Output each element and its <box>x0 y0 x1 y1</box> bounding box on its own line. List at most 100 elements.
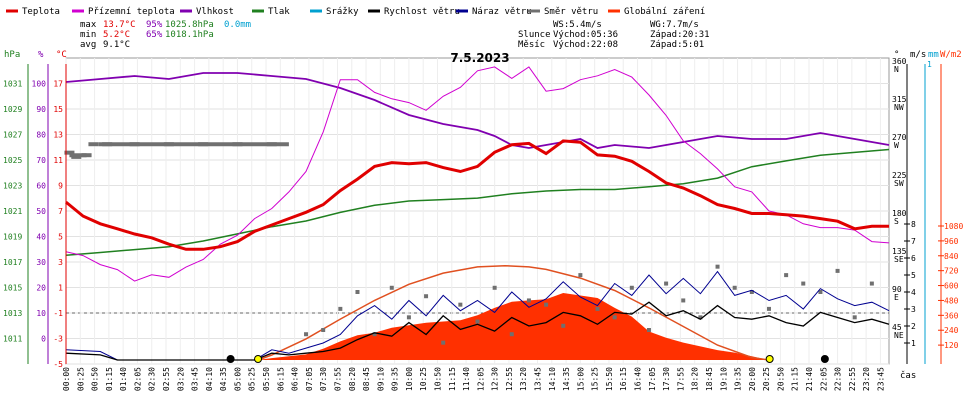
x-tick-label: 10:25 <box>419 367 428 391</box>
stats-ws: WS:5.4m/s <box>553 20 602 30</box>
stats-temp-max: 13.7°C <box>103 20 136 30</box>
ms-tick-label: 6 <box>911 254 916 263</box>
hpa-tick-label: 1029 <box>3 105 22 114</box>
wm2-tick-label: 960 <box>944 237 959 246</box>
x-tick-label: 20:50 <box>776 367 785 391</box>
x-tick-label: 22:30 <box>834 367 843 391</box>
wm2-tick-label: 480 <box>944 296 959 305</box>
pct-tick-label: 20 <box>36 284 46 293</box>
moon-rise-marker <box>820 355 829 363</box>
sunset-marker <box>765 355 774 363</box>
x-tick-label: 09:10 <box>376 367 385 391</box>
x-tick-label: 21:40 <box>805 367 814 391</box>
wind-direction-point <box>424 294 429 299</box>
x-tick-label: 10:00 <box>405 367 414 391</box>
x-tick-label: 20:25 <box>762 367 771 391</box>
wm2-tick-label: 720 <box>944 267 959 276</box>
x-tick-label: 08:45 <box>362 367 371 391</box>
x-tick-label: 00:25 <box>76 367 85 391</box>
x-tick-label: 05:00 <box>233 367 242 391</box>
dir-tick-label: W <box>894 141 899 150</box>
x-tick-label: 06:15 <box>276 367 285 391</box>
x-tick-label: 19:10 <box>719 367 728 391</box>
x-tick-label: 03:45 <box>191 367 200 391</box>
stats-block: max 13.7°C 95% 1025.8hPa 0.0mm min 5.2°C… <box>80 20 710 50</box>
deg-tick-label: 135 <box>892 247 907 256</box>
x-tick-label: 12:30 <box>491 367 500 391</box>
pct-tick-label: 70 <box>36 156 46 165</box>
stats-min-label: min <box>80 30 96 40</box>
legend-label-1: Přízemní teplota <box>88 7 175 17</box>
x-tick-label: 23:45 <box>876 367 885 391</box>
c-tick-label: 17 <box>53 80 63 89</box>
mm-tick-label: 1 <box>927 60 932 69</box>
ms-tick-label: 5 <box>911 271 916 280</box>
x-tick-label: 18:45 <box>705 367 714 391</box>
hpa-tick-label: 1019 <box>3 233 22 242</box>
x-tick-label: 02:55 <box>162 367 171 391</box>
x-tick-label: 22:05 <box>819 367 828 391</box>
temperature-line <box>65 139 889 251</box>
x-tick-label: 22:55 <box>848 367 857 391</box>
deg-tick-label: 180 <box>892 209 907 218</box>
x-tick-label: 10:50 <box>433 367 442 391</box>
stats-wg: WG:7.7m/s <box>650 20 699 30</box>
legend-label-8: Globální záření <box>624 7 705 17</box>
axis-title-wm2: W/m2 <box>940 50 962 60</box>
legend-label-0: Teplota <box>22 7 60 17</box>
hpa-tick-label: 1025 <box>3 156 22 165</box>
stats-hum-min: 65% <box>146 30 163 40</box>
wind-direction-points <box>64 142 874 345</box>
hpa-tick-label: 1031 <box>3 80 22 89</box>
deg-tick-label: 360 <box>892 57 907 66</box>
wind-direction-point <box>715 264 720 269</box>
dir-tick-label: NE <box>894 331 904 340</box>
deg-tick-label: 45 <box>892 323 902 332</box>
wind-direction-point <box>629 285 634 290</box>
c-tick-label: 1 <box>58 284 63 293</box>
x-tick-label: 12:05 <box>476 367 485 391</box>
x-tick-label: 07:30 <box>319 367 328 391</box>
legend-label-3: Tlak <box>268 7 290 17</box>
x-tick-label: 06:40 <box>291 367 300 391</box>
stats-press-min: 1018.1hPa <box>165 30 214 40</box>
x-tick-label: 07:05 <box>305 367 314 391</box>
x-tick-label: 02:05 <box>133 367 142 391</box>
wind-direction-point <box>698 315 703 320</box>
x-tick-label: 16:15 <box>619 367 628 391</box>
x-tick-label: 15:00 <box>576 367 585 391</box>
wm2-tick-label: 840 <box>944 252 959 261</box>
legend-label-5: Rychlost větru <box>384 7 460 17</box>
dir-tick-label: N <box>894 65 899 74</box>
wind-direction-point <box>561 323 566 328</box>
wind-direction-point <box>88 142 99 147</box>
x-tick-label: 17:05 <box>648 367 657 391</box>
wind-direction-point <box>852 315 857 320</box>
x-tick-label: 17:30 <box>662 367 671 391</box>
dir-tick-label: E <box>894 293 899 302</box>
wind-direction-point <box>338 306 343 311</box>
legend-label-7: Směr větru <box>544 7 598 17</box>
stats-moon-label: Měsíc <box>518 40 545 50</box>
axis-title-mm: mm <box>928 50 939 60</box>
sunrise-marker <box>254 355 263 363</box>
pct-tick-label: 40 <box>36 233 46 242</box>
ms-tick-label: 1 <box>911 339 916 348</box>
pct-tick-label: 60 <box>36 182 46 191</box>
x-tick-label: 05:25 <box>248 367 257 391</box>
x-tick-label: 14:10 <box>548 367 557 391</box>
x-tick-label: 20:00 <box>748 367 757 391</box>
stats-rain: 0.0mm <box>224 20 251 30</box>
stats-sun-set: Západ:20:31 <box>650 30 710 40</box>
legend-label-6: Náraz větru <box>472 7 532 17</box>
ms-tick-label: 7 <box>911 237 916 246</box>
stats-temp-avg: 9.1°C <box>103 40 130 50</box>
wind-direction-point <box>681 298 686 303</box>
deg-tick-label: 315 <box>892 95 907 104</box>
c-tick-label: -5 <box>53 360 63 369</box>
stats-max-label: max <box>80 20 97 30</box>
hpa-tick-label: 1021 <box>3 207 22 216</box>
wind-speed-line <box>65 301 890 361</box>
x-tick-label: 04:10 <box>205 367 214 391</box>
grid <box>65 58 889 365</box>
